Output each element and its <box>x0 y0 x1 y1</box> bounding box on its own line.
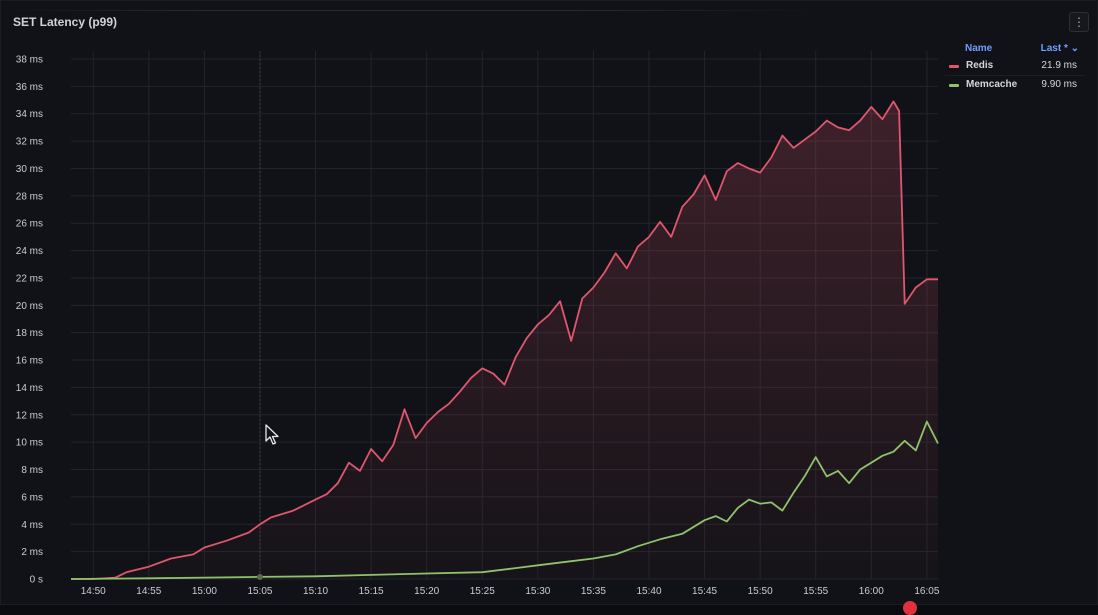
legend-table: Name Last * ⌄ Redis 21.9 ms Memcache 9.9… <box>945 41 1085 94</box>
x-tick-label: 15:40 <box>636 586 661 597</box>
x-tick-label: 15:00 <box>192 586 217 597</box>
y-tick-label: 24 ms <box>16 246 43 257</box>
x-tick-label: 15:20 <box>414 586 439 597</box>
legend-label: Redis <box>966 60 994 71</box>
y-tick-label: 14 ms <box>16 383 43 394</box>
series-area-redis <box>71 101 938 580</box>
legend-swatch-memcache <box>949 84 959 87</box>
y-tick-label: 4 ms <box>21 520 43 531</box>
more-vertical-icon[interactable]: ⋮ <box>1069 12 1089 32</box>
legend-item-memcache[interactable]: Memcache 9.90 ms <box>945 75 1085 94</box>
y-tick-label: 8 ms <box>21 465 43 476</box>
x-tick-label: 15:50 <box>748 586 773 597</box>
x-tick-label: 15:15 <box>359 586 384 597</box>
y-tick-label: 38 ms <box>16 55 43 66</box>
y-tick-label: 30 ms <box>16 164 43 175</box>
legend-header-last-sort[interactable]: Last * ⌄ <box>1040 43 1079 54</box>
legend-last-value: 21.9 ms <box>1041 60 1077 71</box>
legend-label: Memcache <box>966 79 1018 90</box>
x-tick-label: 15:35 <box>581 586 606 597</box>
y-tick-label: 20 ms <box>16 301 43 312</box>
y-tick-label: 12 ms <box>16 410 43 421</box>
x-tick-label: 15:55 <box>803 586 828 597</box>
y-tick-label: 16 ms <box>16 356 43 367</box>
y-tick-label: 22 ms <box>16 273 43 284</box>
y-tick-label: 36 ms <box>16 82 43 93</box>
annotation-marker[interactable] <box>903 601 917 615</box>
legend-header: Name Last * ⌄ <box>945 41 1085 57</box>
x-tick-label: 14:55 <box>136 586 161 597</box>
x-tick-label: 15:25 <box>470 586 495 597</box>
legend-swatch-redis <box>949 65 959 68</box>
y-tick-label: 0 s <box>30 575 43 586</box>
legend-header-name[interactable]: Name <box>965 43 993 54</box>
series-line-memcache <box>70 420 939 580</box>
x-tick-label: 16:00 <box>859 586 884 597</box>
x-tick-label: 14:50 <box>81 586 106 597</box>
y-tick-label: 2 ms <box>21 547 43 558</box>
legend-item-redis[interactable]: Redis 21.9 ms <box>945 57 1085 75</box>
y-tick-label: 18 ms <box>16 328 43 339</box>
hover-point-marker <box>256 573 263 580</box>
y-tick-label: 6 ms <box>21 492 43 503</box>
x-tick-label: 15:30 <box>525 586 550 597</box>
x-tick-label: 15:45 <box>692 586 717 597</box>
legend-last-value: 9.90 ms <box>1041 79 1077 90</box>
panel-title[interactable]: SET Latency (p99) <box>13 15 118 29</box>
y-tick-label: 26 ms <box>16 219 43 230</box>
series-line-redis <box>71 100 938 580</box>
mouse-pointer-icon <box>265 424 279 445</box>
y-tick-label: 28 ms <box>16 191 43 202</box>
panel-top-border <box>1 10 1098 11</box>
x-tick-label: 15:05 <box>247 586 272 597</box>
y-tick-label: 32 ms <box>16 137 43 148</box>
y-tick-label: 10 ms <box>16 438 43 449</box>
x-tick-label: 16:05 <box>914 586 939 597</box>
x-tick-label: 15:10 <box>303 586 328 597</box>
y-tick-label: 34 ms <box>16 109 43 120</box>
